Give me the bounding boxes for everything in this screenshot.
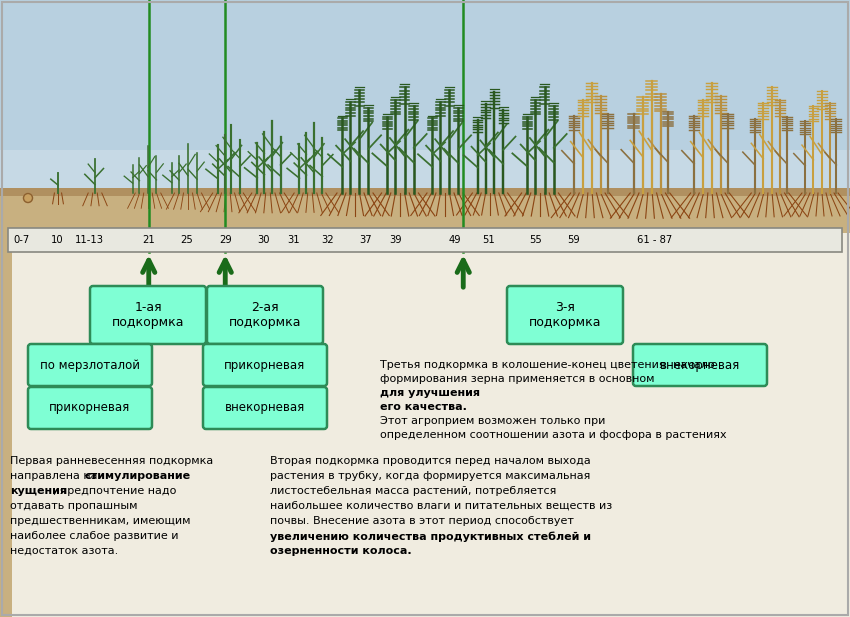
Text: 39: 39 bbox=[389, 235, 401, 245]
Text: листостебельная масса растений, потребляется: листостебельная масса растений, потребля… bbox=[270, 486, 557, 496]
Text: увеличению количества продуктивных стеблей и: увеличению количества продуктивных стебл… bbox=[270, 531, 591, 542]
FancyBboxPatch shape bbox=[28, 344, 152, 386]
Text: 59: 59 bbox=[567, 235, 580, 245]
Text: отдавать пропашным: отдавать пропашным bbox=[10, 501, 138, 511]
Bar bbox=[0, 230, 12, 617]
Text: наибольшее количество влаги и питательных веществ из: наибольшее количество влаги и питательны… bbox=[270, 501, 612, 511]
Text: почвы. Внесение азота в этот период способствует: почвы. Внесение азота в этот период спос… bbox=[270, 516, 574, 526]
Text: определенном соотношении азота и фосфора в растениях: определенном соотношении азота и фосфора… bbox=[380, 430, 727, 440]
Text: для улучшения: для улучшения bbox=[380, 388, 480, 398]
Text: стимулирование: стимулирование bbox=[85, 471, 191, 481]
Text: Первая ранневесенняя подкормка: Первая ранневесенняя подкормка bbox=[10, 456, 213, 466]
Text: озерненности колоса.: озерненности колоса. bbox=[270, 546, 411, 556]
FancyBboxPatch shape bbox=[633, 344, 767, 386]
FancyBboxPatch shape bbox=[90, 286, 206, 344]
Text: прикорневая: прикорневая bbox=[49, 402, 131, 415]
Text: Этот агроприем возможен только при: Этот агроприем возможен только при bbox=[380, 416, 605, 426]
Text: формирования зерна применяется в основном: формирования зерна применяется в основно… bbox=[380, 374, 658, 384]
Text: , предпочтение надо: , предпочтение надо bbox=[53, 486, 177, 496]
Text: 51: 51 bbox=[482, 235, 495, 245]
FancyBboxPatch shape bbox=[207, 286, 323, 344]
Text: прикорневая: прикорневая bbox=[224, 358, 306, 371]
Bar bbox=[8, 228, 842, 252]
Bar bbox=[0, 188, 850, 196]
Text: Третья подкормка в колошение-конец цветения -начало: Третья подкормка в колошение-конец цвете… bbox=[380, 360, 715, 370]
Text: 2-ая
подкормка: 2-ая подкормка bbox=[229, 301, 301, 329]
Text: 49: 49 bbox=[449, 235, 461, 245]
Text: направлена на: направлена на bbox=[10, 471, 101, 481]
Text: его качества.: его качества. bbox=[380, 402, 467, 412]
Circle shape bbox=[24, 194, 32, 202]
Text: 25: 25 bbox=[180, 235, 193, 245]
FancyBboxPatch shape bbox=[507, 286, 623, 344]
Text: 11-13: 11-13 bbox=[75, 235, 104, 245]
Text: внекорневая: внекорневая bbox=[225, 402, 305, 415]
Text: 30: 30 bbox=[258, 235, 269, 245]
Bar bbox=[0, 150, 850, 200]
Text: 31: 31 bbox=[287, 235, 299, 245]
Text: Вторая подкормка проводится перед началом выхода: Вторая подкормка проводится перед начало… bbox=[270, 456, 591, 466]
Text: 37: 37 bbox=[360, 235, 371, 245]
Text: предшественникам, имеющим: предшественникам, имеющим bbox=[10, 516, 190, 526]
Text: 55: 55 bbox=[529, 235, 541, 245]
Bar bbox=[0, 188, 850, 233]
FancyBboxPatch shape bbox=[28, 387, 152, 429]
FancyBboxPatch shape bbox=[203, 387, 327, 429]
Text: 21: 21 bbox=[142, 235, 155, 245]
Text: 0-7: 0-7 bbox=[13, 235, 30, 245]
Bar bbox=[0, 0, 850, 195]
Text: 32: 32 bbox=[321, 235, 333, 245]
Text: 3-я
подкормка: 3-я подкормка bbox=[529, 301, 601, 329]
Text: внекорневая: внекорневая bbox=[660, 358, 740, 371]
Text: кущения: кущения bbox=[10, 486, 67, 496]
Text: недостаток азота.: недостаток азота. bbox=[10, 546, 118, 556]
Text: 1-ая
подкормка: 1-ая подкормка bbox=[111, 301, 184, 329]
FancyBboxPatch shape bbox=[203, 344, 327, 386]
Text: по мерзлоталой: по мерзлоталой bbox=[40, 358, 140, 371]
Text: растения в трубку, когда формируется максимальная: растения в трубку, когда формируется мак… bbox=[270, 471, 591, 481]
Text: 10: 10 bbox=[51, 235, 63, 245]
Text: наиболее слабое развитие и: наиболее слабое развитие и bbox=[10, 531, 178, 541]
Text: 29: 29 bbox=[218, 235, 231, 245]
Text: 61 - 87: 61 - 87 bbox=[637, 235, 672, 245]
